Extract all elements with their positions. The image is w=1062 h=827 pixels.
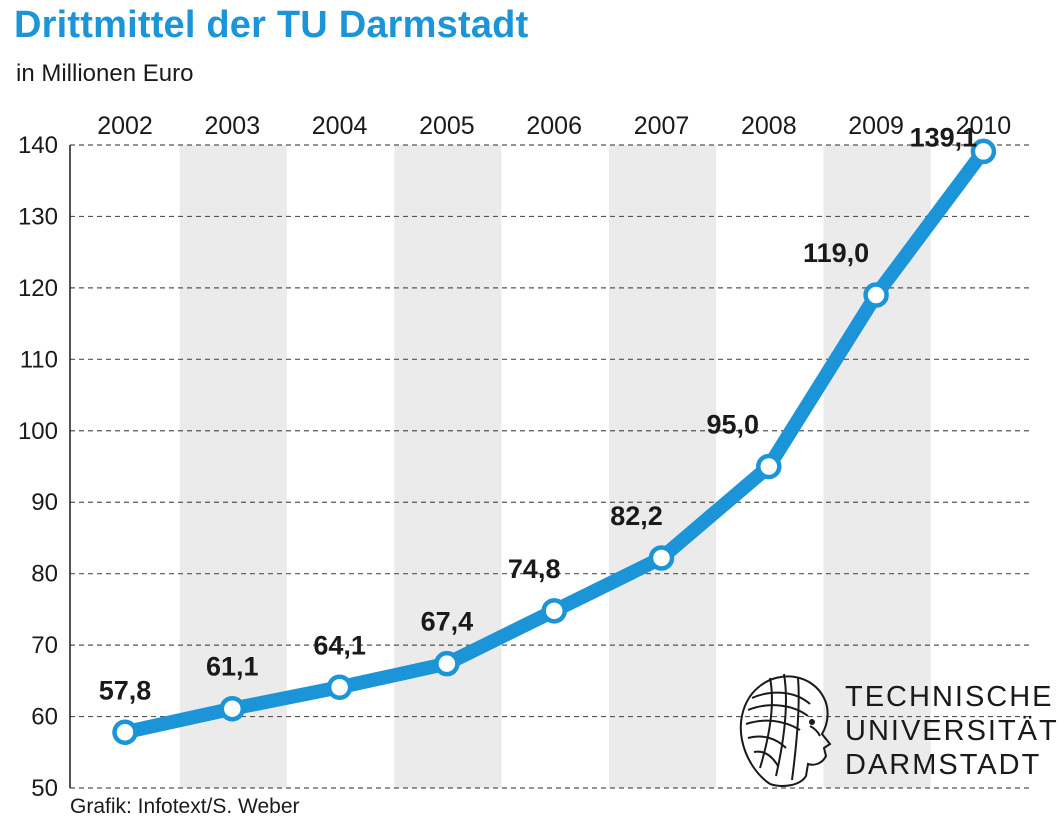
y-tick-label: 140 [18,132,58,159]
data-point-2008 [756,453,782,480]
y-tick-label: 70 [31,632,58,659]
y-tick-label: 90 [31,489,58,516]
chart-title: Drittmittel der TU Darmstadt [14,4,529,46]
data-point-2003 [219,695,246,722]
y-tick-label: 130 [18,203,58,230]
data-point-2002 [112,719,138,746]
y-tick-label: 60 [31,704,58,731]
data-labels: 57,8 61,1 64,1 67,4 74,8 82,2 95,0 119,0 139,1 [99,122,977,705]
data-label: 57,8 [99,675,152,705]
university-logo: TECHNISCHE UNIVERSITÄT DARMSTADT [730,668,1057,798]
shaded-year-bands [179,145,931,788]
x-tick-label: 2005 [419,112,475,140]
x-tick-label: 2007 [634,112,690,140]
x-tick-label: 2003 [204,112,260,140]
year-band-2003 [179,145,287,788]
year-band-2005 [394,145,502,788]
x-tick-label: 2009 [848,112,904,140]
x-tick-label: 2010 [956,112,1012,140]
data-label: 61,1 [206,652,259,682]
data-label: 139,1 [910,122,978,152]
data-label: 67,4 [421,607,474,637]
chart-subtitle: in Millionen Euro [16,60,194,87]
data-label: 64,1 [313,630,366,660]
x-axis-labels: 2002 2003 2004 2005 2006 2007 2008 2009 2010 [97,112,1011,140]
logo-line-2: UNIVERSITÄT [845,715,1059,747]
athena-head-logo [739,673,832,787]
year-band-2007 [608,145,717,788]
y-tick-label: 120 [18,275,58,302]
x-tick-label: 2008 [741,112,797,140]
data-label: 95,0 [707,410,760,440]
y-tick-label: 80 [31,561,58,588]
x-tick-label: 2002 [97,112,153,140]
data-point-2010 [970,138,997,165]
data-point-2007 [648,545,675,571]
data-point-2009 [863,282,889,308]
y-tick-label: 50 [31,775,58,802]
data-label: 74,8 [508,554,561,584]
university-name: TECHNISCHE UNIVERSITÄT DARMSTADT [845,680,1059,782]
logo-line-1: TECHNISCHE [845,681,1054,713]
data-point-2006 [541,598,567,624]
y-axis: 50 60 70 80 90 100 110 120 130 140 [18,132,71,802]
data-series [112,138,997,746]
logo-line-3: DARMSTADT [845,749,1042,781]
data-label: 119,0 [803,238,869,268]
data-point-2004 [326,674,353,701]
x-tick-label: 2004 [312,112,368,140]
source-credit: Grafik: Infotext/S. Weber [70,795,300,818]
y-tick-label: 100 [18,418,58,445]
data-label: 82,2 [610,501,663,531]
data-point-2005 [434,650,460,677]
y-tick-label: 110 [20,346,58,373]
x-tick-label: 2006 [526,112,582,140]
